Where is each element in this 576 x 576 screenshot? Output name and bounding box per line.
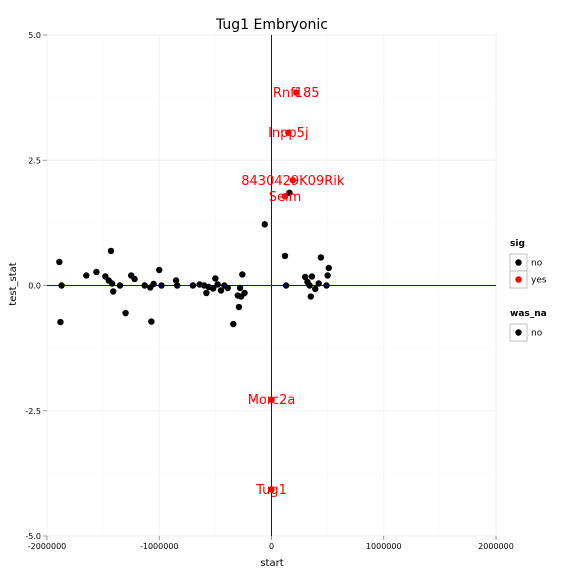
data-point [122, 309, 129, 317]
x-tick-label: 0 [269, 542, 274, 551]
data-point [214, 281, 221, 288]
data-point [281, 252, 289, 260]
y-tick-label: 5.0 [28, 31, 41, 40]
data-point [203, 289, 210, 297]
point-label: Rnf185 [273, 86, 320, 101]
y-tick-label: -2.5 [25, 407, 41, 416]
data-point-significant [281, 193, 289, 200]
legend-key-text-mark: a [516, 276, 521, 285]
x-axis-label: start [260, 558, 283, 569]
data-point [317, 254, 325, 261]
data-point [224, 284, 231, 292]
x-tick-label: -2000000 [28, 542, 67, 551]
legend-title: was_na [510, 309, 547, 319]
data-point [239, 271, 246, 278]
data-point [209, 285, 217, 292]
data-point [325, 264, 332, 272]
legend-label: yes [531, 276, 547, 286]
data-point-significant [268, 486, 275, 493]
x-tick-label: -1000000 [140, 542, 179, 551]
data-point [189, 282, 197, 289]
y-axis-ticks: -5.0 -2.5 0.0 2.5 5.0 [25, 31, 47, 541]
data-point [307, 293, 314, 300]
data-point [301, 273, 309, 281]
point-label: Inpp5j [268, 126, 308, 141]
data-point [141, 282, 148, 289]
data-point [110, 288, 117, 295]
y-tick-label: 0.0 [28, 282, 41, 291]
legend-key-point [515, 276, 522, 283]
data-point [158, 282, 165, 289]
data-point-significant [285, 129, 292, 136]
data-point [241, 289, 248, 297]
data-point [56, 258, 63, 266]
data-point [156, 266, 163, 274]
data-points [56, 89, 332, 493]
legend-key-point [515, 259, 522, 266]
y-tick-label: 2.5 [28, 156, 41, 165]
point-label: Selm [269, 190, 302, 205]
data-point [236, 284, 244, 292]
data-point [116, 282, 124, 289]
data-point [308, 273, 316, 280]
x-axis-ticks: -2000000 -1000000 0 1000000 2000000 [28, 536, 514, 551]
legend-key-point [515, 329, 522, 336]
point-label: 8430429K09Rik [241, 174, 345, 189]
y-axis-label: test_stat [8, 262, 19, 305]
data-point [261, 221, 268, 228]
x-tick-label: 1000000 [366, 542, 402, 551]
data-point-significant [289, 177, 297, 184]
data-point [57, 318, 64, 326]
data-point [230, 320, 237, 328]
data-point [131, 275, 138, 283]
point-label: Morc2a [248, 393, 296, 408]
x-tick-label: 2000000 [478, 542, 514, 551]
data-point [306, 282, 313, 289]
data-point [174, 282, 181, 289]
data-point [315, 280, 322, 287]
data-point [235, 303, 243, 311]
legend-title: sig [510, 239, 525, 249]
data-point [58, 282, 65, 289]
data-point [108, 280, 116, 287]
data-point [212, 275, 219, 282]
data-point [148, 318, 155, 325]
data-point [312, 285, 319, 293]
data-point [282, 282, 290, 289]
data-point [150, 280, 157, 288]
y-tick-label: -5.0 [25, 532, 41, 541]
data-point [107, 247, 115, 255]
data-point [286, 189, 293, 197]
data-point-significant [268, 396, 275, 403]
data-point [83, 272, 90, 279]
data-point [93, 268, 100, 276]
legend-label: no [531, 329, 543, 339]
legend-key-text-mark: a [516, 259, 521, 268]
data-point [172, 277, 180, 284]
point-label: Tug1 [255, 483, 287, 498]
chart-title: Tug1 Embryonic [215, 17, 328, 33]
data-point [324, 272, 331, 279]
data-point [217, 287, 225, 294]
data-point-significant [292, 89, 300, 96]
data-point [323, 282, 330, 289]
legend-label: no [531, 259, 543, 269]
